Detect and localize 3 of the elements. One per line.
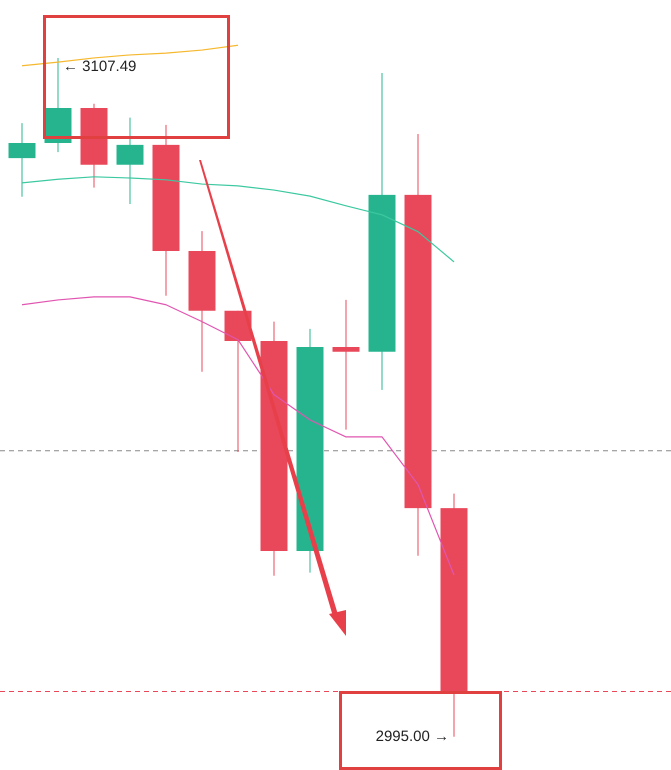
candlestick: [332, 299, 360, 430]
annotation: 2995.00 →: [376, 728, 449, 745]
annotation: ← 3107.49: [63, 58, 136, 76]
